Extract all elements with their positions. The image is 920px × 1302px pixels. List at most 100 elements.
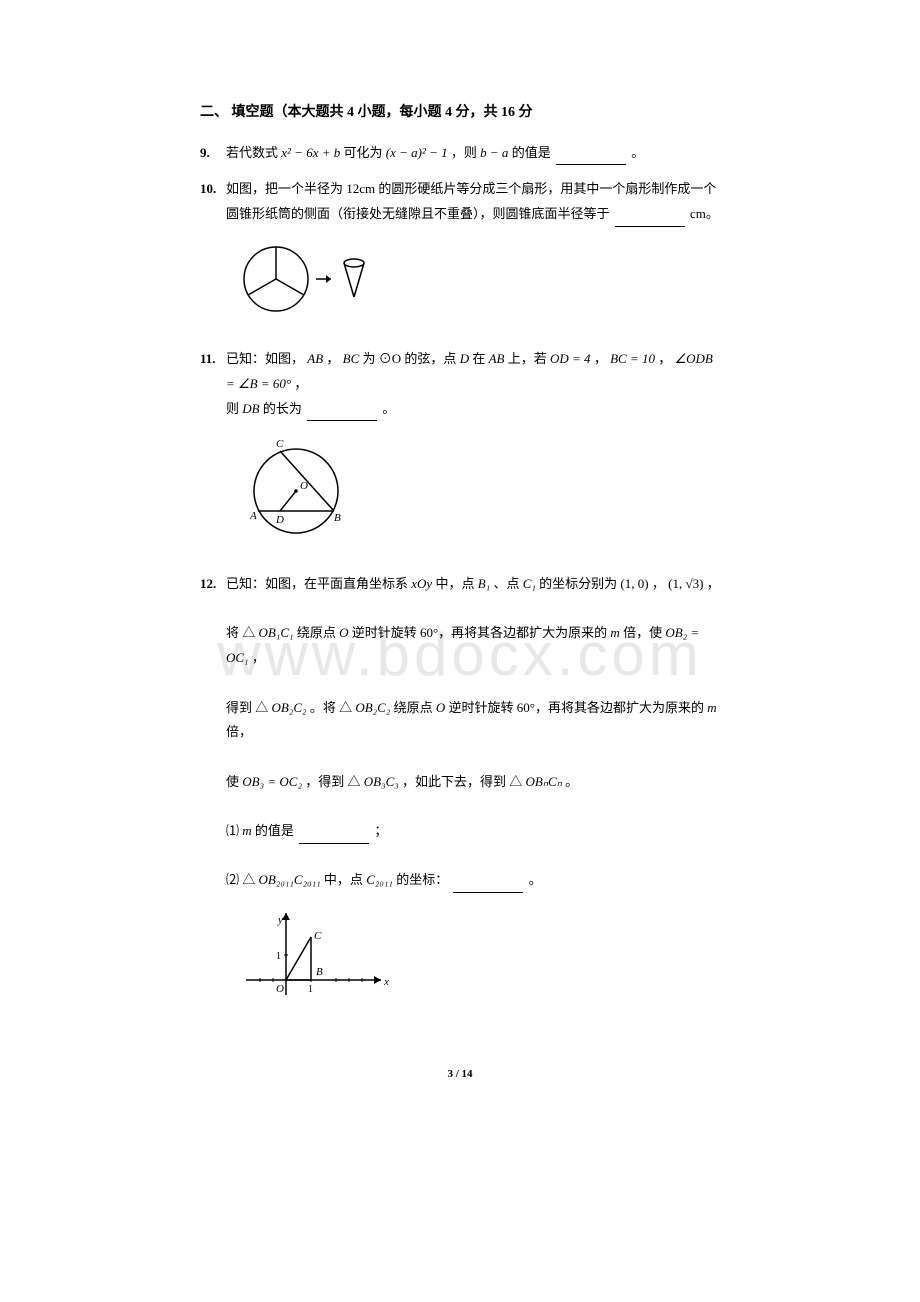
q12-sub2a: ⑵ △: [226, 872, 255, 887]
q12-cp2: ，: [707, 576, 720, 591]
svg-text:A: A: [249, 510, 257, 522]
q11-ab2: AB: [489, 351, 505, 366]
q12-blank1: [299, 829, 369, 844]
q11-l1a: 已知：如图，: [226, 351, 304, 366]
q10-line2a: 圆锥形纸筒的侧面（衔接处无缝隙且不重叠），则圆锥底面半径等于: [226, 206, 610, 221]
svg-text:B: B: [316, 966, 323, 978]
q12-p4d: 。: [565, 774, 578, 789]
q12-sub2c: 的坐标：: [396, 872, 448, 887]
q12-number: 12.: [200, 572, 216, 597]
q12-p1d: 的坐标分别为: [539, 576, 617, 591]
q11-period: 。: [382, 401, 395, 416]
q11-c3: ，: [658, 351, 671, 366]
svg-text:D: D: [275, 514, 284, 526]
q12-p3e: 倍，: [226, 724, 252, 739]
question-9: 9. 若代数式 x² − 6x + b 可化为 (x − a)² − 1 ，则 …: [200, 141, 720, 166]
q9-expr-c: b − a: [480, 145, 508, 160]
q12-sub1c: ；: [374, 823, 387, 838]
q12-p2d: 倍，使: [623, 625, 665, 640]
svg-text:C: C: [276, 438, 284, 450]
q12-m: m: [610, 625, 619, 640]
q12-p4b: ，得到 △: [305, 774, 360, 789]
page-footer: 3 / 14: [200, 1064, 720, 1085]
q9-blank: [556, 150, 626, 165]
question-10: 10. 如图，把一个半径为 12cm 的圆形硬纸片等分成三个扇形，用其中一个扇形…: [200, 177, 720, 327]
page-content: 二、 填空题（本大题共 4 小题，每小题 4 分，共 16 分 9. 若代数式 …: [0, 0, 920, 1125]
q12-figure: y x O 1 1 B C: [236, 905, 720, 1014]
q11-bceq: BC = 10: [610, 351, 655, 366]
q11-number: 11.: [200, 347, 216, 372]
q11-figure: C O A D B: [236, 433, 720, 552]
q12-b1: B₁: [478, 576, 490, 591]
svg-text:1: 1: [308, 984, 313, 995]
q12-opt2: O: [436, 700, 445, 715]
q11-ab: AB: [307, 351, 323, 366]
q12-c2011: C₂₀₁₁: [366, 872, 393, 887]
question-11: 11. 已知：如图， AB ， BC 为 ⊙O 的弦，点 D 在 AB 上，若 …: [200, 347, 720, 552]
q11-l2a: 则: [226, 401, 242, 416]
q12-ob3c3: OB₃C₃: [364, 774, 399, 789]
svg-text:y: y: [277, 914, 283, 926]
q11-d: D: [460, 351, 469, 366]
q10-line2b: cm。: [690, 206, 719, 221]
q12-p2b: 绕原点: [297, 625, 339, 640]
q12-coord1: (1, 0): [620, 576, 648, 591]
q12-xoy: xOy: [411, 576, 432, 591]
q12-p3d: 逆时针旋转 60°，再将其各边都扩大为原来的: [449, 700, 708, 715]
q11-l1b: 为 ⊙O 的弦，点: [363, 351, 460, 366]
question-12: 12. 已知：如图，在平面直角坐标系 xOy 中，点 B₁ 、点 C₁ 的坐标分…: [200, 572, 720, 1014]
q9-expr-b: (x − a)² − 1: [386, 145, 448, 160]
q9-text-a: 若代数式: [226, 145, 281, 160]
q12-coord2: (1, √3): [668, 576, 703, 591]
svg-text:O: O: [300, 480, 308, 492]
q12-p3a: 得到 △: [226, 700, 268, 715]
q12-p4c: ，如此下去，得到 △: [402, 774, 522, 789]
q12-blank2: [453, 878, 523, 893]
q12-p1a: 已知：如图，在平面直角坐标系: [226, 576, 411, 591]
q10-blank: [615, 212, 685, 227]
q11-c1: ，: [326, 351, 339, 366]
q12-p2a: 将 △: [226, 625, 255, 640]
q11-c4: ，: [294, 376, 307, 391]
q12-p4a: 使: [226, 774, 242, 789]
q12-cp3: ，: [252, 650, 265, 665]
q9-text-c: ，则: [451, 145, 480, 160]
q12-p1b: 中，点: [435, 576, 477, 591]
q11-odeq: OD = 4: [550, 351, 591, 366]
q12-sub2b: 中，点: [324, 872, 366, 887]
q12-p2c: 逆时针旋转 60°，再将其各边都扩大为原来的: [352, 625, 611, 640]
q9-text-d: 的值是: [512, 145, 551, 160]
q12-ob1c1: OB₁C₁: [259, 625, 294, 640]
q10-line1: 如图，把一个半径为 12cm 的圆形硬纸片等分成三个扇形，用其中一个扇形制作成一…: [226, 181, 716, 196]
q12-ob3eq: OB₃ = OC₂: [242, 774, 302, 789]
q12-sub2d: 。: [529, 872, 542, 887]
q9-period: 。: [631, 145, 644, 160]
q10-figure: [236, 239, 720, 328]
q12-p1c: 、点: [493, 576, 522, 591]
q12-opt: O: [339, 625, 348, 640]
q11-c2: ，: [594, 351, 607, 366]
section-title: 二、 填空题（本大题共 4 小题，每小题 4 分，共 16 分: [200, 100, 720, 127]
q11-l2b: 的长为: [263, 401, 302, 416]
q9-number: 9.: [200, 141, 210, 166]
q12-sub1b: 的值是: [255, 823, 294, 838]
q12-ob2c2: OB₂C₂: [272, 700, 307, 715]
q9-text-b: 可化为: [344, 145, 386, 160]
q11-db: DB: [242, 401, 259, 416]
svg-text:B: B: [334, 512, 341, 524]
q12-ob2c2b: OB₂C₂: [355, 700, 390, 715]
svg-text:O: O: [276, 983, 284, 995]
q12-m2: m: [707, 700, 716, 715]
svg-text:1: 1: [276, 951, 281, 962]
q12-obncn: OBₙCₙ: [526, 774, 562, 789]
q12-m3: m: [242, 823, 251, 838]
q10-number: 10.: [200, 177, 216, 202]
q11-l1c: 在: [472, 351, 488, 366]
q12-p3b: 。将 △: [310, 700, 352, 715]
q9-expr-a: x² − 6x + b: [281, 145, 340, 160]
q12-cp1: ，: [652, 576, 665, 591]
svg-text:C: C: [314, 930, 322, 942]
q12-c1: C₁: [523, 576, 536, 591]
q12-p3c: 绕原点: [394, 700, 436, 715]
q11-blank: [307, 406, 377, 421]
